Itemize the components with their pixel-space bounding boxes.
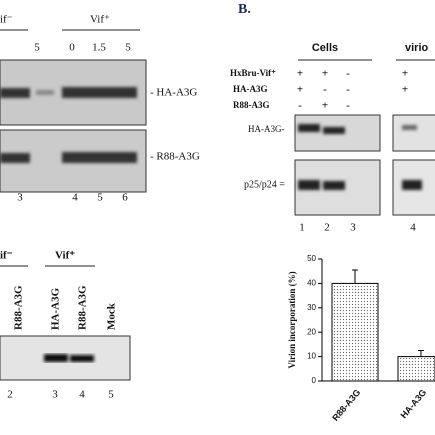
lane-number: 3 bbox=[52, 389, 58, 401]
bar bbox=[397, 356, 435, 382]
group-label: Vif⁺ bbox=[90, 14, 110, 26]
sign: + bbox=[322, 100, 328, 112]
panel-a: if⁻ Vif⁺ 5 0 1.5 5 - HA-A3G - R88-A3G 3 … bbox=[0, 14, 200, 204]
x-tick-label: R88-A3G bbox=[330, 387, 362, 423]
bands bbox=[298, 124, 422, 190]
band-label: - R88-A3G bbox=[150, 151, 200, 163]
panel-b: B. Cells virio HxBru-Vif⁺ HA-A3G R88-A3G… bbox=[230, 2, 435, 234]
bands bbox=[0, 87, 137, 163]
row-label: HxBru-Vif⁺ bbox=[230, 68, 276, 78]
dose: 5 bbox=[125, 42, 131, 54]
y-tick-label: 30 bbox=[307, 303, 316, 312]
group-label: Cells bbox=[312, 42, 338, 54]
lane-number: 4 bbox=[72, 192, 78, 204]
group-label: if⁻ bbox=[0, 14, 13, 26]
lane-number: 2 bbox=[324, 222, 330, 234]
sign: - bbox=[323, 84, 327, 96]
y-tick-label: 10 bbox=[307, 352, 316, 361]
bands bbox=[44, 354, 94, 362]
sign: - bbox=[346, 68, 350, 80]
sign: - bbox=[346, 100, 350, 112]
sign: + bbox=[402, 84, 408, 96]
bar-chart: Virion incorporation (%) 0 10 20 30 40 50 R88-… bbox=[287, 254, 435, 423]
sign: + bbox=[402, 68, 408, 80]
sign: - bbox=[298, 100, 302, 112]
lane-number: 4 bbox=[410, 222, 416, 234]
blot bbox=[392, 114, 435, 152]
y-tick-label: 0 bbox=[312, 376, 317, 385]
error-bar bbox=[418, 350, 424, 357]
lane-number: 2 bbox=[7, 389, 13, 401]
sign: + bbox=[297, 84, 303, 96]
group-label: if⁻ bbox=[0, 250, 13, 262]
row-label: HA-A3G bbox=[233, 84, 268, 94]
lane-number: 1 bbox=[299, 222, 305, 234]
y-tick-label: 50 bbox=[307, 254, 316, 263]
panel-letter: B. bbox=[238, 2, 251, 17]
lane-number: 4 bbox=[79, 389, 85, 401]
band-label: - HA-A3G bbox=[150, 87, 197, 99]
y-axis-label: Virion incorporation (%) bbox=[287, 271, 297, 368]
group-label: virio bbox=[405, 42, 429, 54]
panel-c: if⁻ Vif⁺ R88-A3G HA-A3G R88-A3G Mock 2 3… bbox=[0, 250, 131, 401]
lane-number: 5 bbox=[97, 192, 103, 204]
row-label: R88-A3G bbox=[233, 100, 270, 110]
y-tick-label: 20 bbox=[307, 327, 316, 336]
column-label: HA-A3G bbox=[50, 287, 62, 330]
dose: 5 bbox=[34, 42, 40, 54]
x-tick-label: HA-A3G bbox=[399, 387, 429, 420]
lane-number: 3 bbox=[350, 222, 356, 234]
column-label: R88-A3G bbox=[13, 285, 25, 330]
blot bbox=[0, 335, 131, 381]
error-bar bbox=[352, 269, 358, 284]
blot-label: HA-A3G- bbox=[248, 124, 285, 134]
lane-number: 5 bbox=[108, 389, 114, 401]
lane-number: 3 bbox=[17, 192, 23, 204]
sign: - bbox=[346, 84, 350, 96]
sign: + bbox=[297, 68, 303, 80]
bar bbox=[331, 282, 379, 382]
y-tick-label: 40 bbox=[307, 279, 316, 288]
group-label: Vif⁺ bbox=[55, 250, 75, 262]
column-label: Mock bbox=[106, 302, 118, 330]
column-label: R88-A3G bbox=[77, 285, 89, 330]
sign: + bbox=[322, 68, 328, 80]
signs: + + - + + - - + - + - bbox=[297, 68, 408, 112]
dose: 1.5 bbox=[92, 42, 106, 54]
blot-label: p25/p24 = bbox=[244, 179, 285, 190]
lane-number: 6 bbox=[122, 192, 128, 204]
dose: 0 bbox=[69, 42, 75, 54]
